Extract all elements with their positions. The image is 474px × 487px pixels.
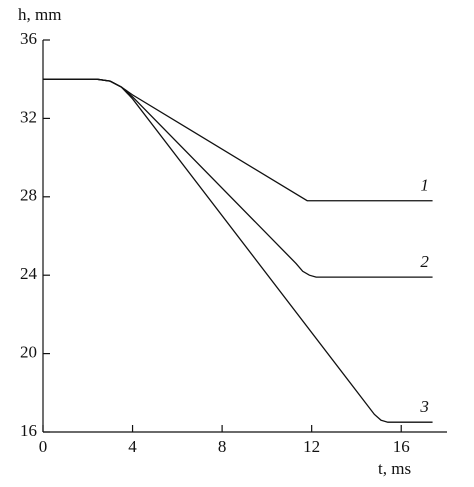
x-tick-label: 4 bbox=[128, 437, 137, 456]
series-label: 2 bbox=[420, 252, 429, 271]
series-label: 1 bbox=[420, 176, 429, 195]
line bbox=[43, 78, 433, 423]
series-label: 3 bbox=[419, 397, 429, 416]
y-tick-label: 16 bbox=[20, 421, 37, 440]
y-tick-label: 28 bbox=[20, 186, 37, 205]
y-tick-label: 32 bbox=[20, 107, 37, 126]
y-tick-label: 24 bbox=[20, 264, 38, 283]
line bbox=[43, 78, 433, 202]
x-tick-label: 0 bbox=[39, 437, 48, 456]
y-axis-label: h, mm bbox=[18, 5, 61, 24]
x-tick-label: 16 bbox=[393, 437, 410, 456]
y-tick-label: 36 bbox=[20, 29, 37, 48]
x-axis-label: t, ms bbox=[378, 459, 411, 478]
x-tick-label: 12 bbox=[303, 437, 320, 456]
y-tick-label: 20 bbox=[20, 343, 37, 362]
line bbox=[43, 78, 433, 278]
x-tick-label: 8 bbox=[218, 437, 227, 456]
